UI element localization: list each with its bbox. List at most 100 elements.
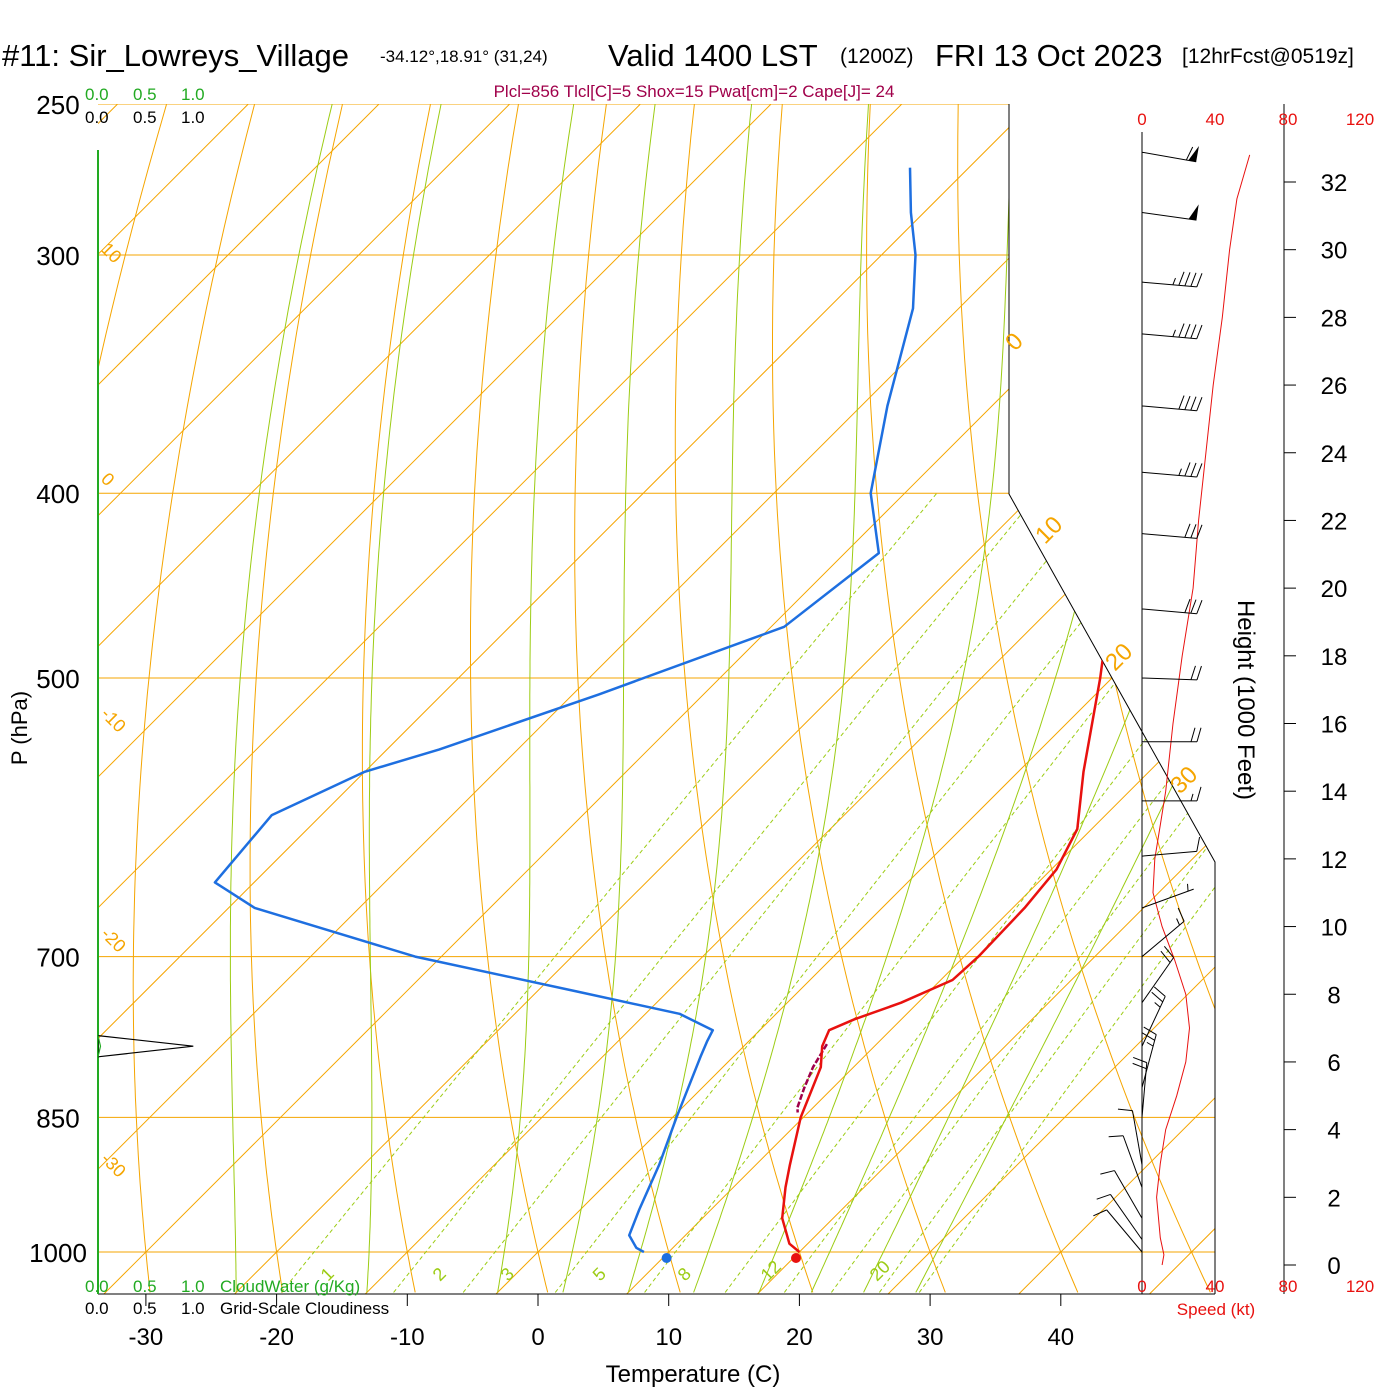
wind-barb <box>1141 204 1199 221</box>
y-axis-title: P (hPa) <box>7 691 32 765</box>
mixing-ratio-line <box>644 492 1215 1293</box>
height-tick-label: 2 <box>1327 1185 1340 1212</box>
x-tick-label: 40 <box>1047 1324 1074 1351</box>
x-tick-label: -10 <box>390 1324 425 1351</box>
x-tick-label: 0 <box>531 1324 544 1351</box>
cloudiness-scale-top: 0.5 <box>133 108 157 127</box>
wind-barb-feather <box>1196 665 1202 681</box>
speed-tick-label-bottom: 120 <box>1346 1277 1374 1296</box>
x-axis-title: Temperature (C) <box>606 1361 781 1388</box>
wind-barb-feather <box>1108 1135 1124 1138</box>
wind-barb-pennant <box>1188 204 1199 221</box>
wind-barb-staff <box>1141 677 1197 681</box>
wind-barb-half-feather <box>1187 883 1189 892</box>
wind-barb <box>1117 1108 1143 1165</box>
wind-barb <box>1141 907 1185 958</box>
dry-adiabat-line <box>574 104 681 1293</box>
height-tick-label: 0 <box>1327 1253 1340 1280</box>
x-tick-label: -30 <box>129 1324 164 1351</box>
wind-barb-feather <box>1184 462 1191 477</box>
isotherm-label: 20 <box>1100 638 1138 676</box>
wind-barb-feather <box>1143 1026 1157 1035</box>
wind-barb-feather <box>1196 273 1203 288</box>
isotherm-line <box>364 104 1215 1294</box>
wind-barb <box>1142 727 1202 743</box>
wind-barb <box>1141 271 1203 288</box>
wind-barb <box>1142 786 1202 802</box>
wind-barb-staff <box>1141 212 1197 221</box>
mixing-ratio-line <box>393 492 1039 1293</box>
wind-barb <box>1141 323 1203 340</box>
isotherm-line <box>757 104 1215 1294</box>
mixing-ratio-line <box>462 492 1102 1293</box>
wind-barb-feather <box>1190 396 1197 411</box>
wind-barb-feather <box>1196 786 1202 802</box>
wind-barb-feather <box>1133 1056 1147 1064</box>
dry-adiabat-line <box>772 104 946 1293</box>
isotherm-label: -20 <box>97 924 130 957</box>
isotherm-line <box>103 104 1215 1294</box>
wind-barb <box>1108 1135 1143 1188</box>
wind-barb-staff <box>1106 1209 1143 1253</box>
wind-barb-feather <box>1178 271 1185 286</box>
isotherm-line <box>1149 104 1215 1294</box>
wind-barb <box>1093 1209 1143 1253</box>
surface-temperature-dot <box>791 1253 802 1263</box>
mixing-ratio-label: 2 <box>429 1264 450 1285</box>
height-tick-label: 26 <box>1321 373 1348 400</box>
height-tick-label: 6 <box>1327 1050 1340 1077</box>
wind-barb <box>1141 945 1174 1003</box>
moist-adiabat-line <box>497 104 575 1293</box>
isotherm-label: 0 <box>1000 328 1029 357</box>
dry-adiabat-line <box>249 104 351 1293</box>
wind-barb-feather <box>1196 836 1201 852</box>
moist-adiabat-line <box>562 104 656 1293</box>
wind-barb-feather <box>1196 599 1203 614</box>
wind-barb-feather <box>1190 599 1197 614</box>
dry-adiabat-line <box>1394 70 1400 1292</box>
wind-barb-half-feather <box>1178 468 1182 476</box>
moist-adiabat-line <box>810 104 1150 1293</box>
wind-barb-staff <box>1122 1135 1143 1188</box>
cloudwater-scale-top: 0.5 <box>133 85 157 104</box>
wind-barb-feather <box>1184 395 1191 410</box>
wind-barb-staff <box>1141 920 1185 958</box>
wind-barb-staff <box>1141 533 1197 539</box>
x-tick-label: 20 <box>786 1324 813 1351</box>
forecast-date: FRI 13 Oct 2023 <box>935 38 1163 73</box>
dry-adiabat-line <box>361 104 438 1293</box>
wind-barb <box>1141 146 1199 163</box>
height-tick-label: 10 <box>1321 915 1348 942</box>
moist-adiabat-line <box>915 104 1215 1293</box>
mixing-ratio-label: 20 <box>866 1257 894 1285</box>
wind-barb-feather <box>1190 462 1197 477</box>
wind-barb-staff <box>1141 151 1197 163</box>
speed-tick-label-bottom: 40 <box>1206 1277 1225 1296</box>
surface-dewpoint-dot <box>661 1253 672 1263</box>
speed-axis-title: Speed (kt) <box>1177 1300 1255 1319</box>
isotherm-line <box>1280 104 1400 1294</box>
isotherm-line <box>234 104 1215 1294</box>
wind-barb-feather <box>1153 986 1166 997</box>
speed-tick-label-top: 80 <box>1279 110 1298 129</box>
pressure-tick-label: 250 <box>36 90 79 120</box>
wind-barb-staff <box>1141 471 1197 478</box>
wind-barb <box>1096 1193 1143 1240</box>
wind-barb-pennant <box>1188 146 1199 162</box>
wind-barb-staff <box>1110 1194 1143 1240</box>
speed-tick-label-top: 120 <box>1346 110 1374 129</box>
wind-barb-feather <box>1196 324 1203 339</box>
wind-barb-staff <box>1141 333 1197 340</box>
wind-barb-feather <box>1178 323 1185 338</box>
wind-barb-feather <box>1096 1193 1111 1200</box>
mixing-ratio-line <box>554 492 1185 1293</box>
wind-barb-half-feather <box>1172 329 1176 337</box>
isotherm-line <box>98 104 772 1294</box>
wind-barb-half-feather <box>1172 277 1176 286</box>
mixing-ratio-line <box>280 492 938 1293</box>
height-tick-label: 22 <box>1321 508 1348 535</box>
dry-adiabat-line <box>957 104 1211 1293</box>
wind-barb-feather <box>1151 991 1164 1003</box>
isotherm-line <box>1018 104 1215 1294</box>
cloudwater-profile <box>98 1035 102 1057</box>
